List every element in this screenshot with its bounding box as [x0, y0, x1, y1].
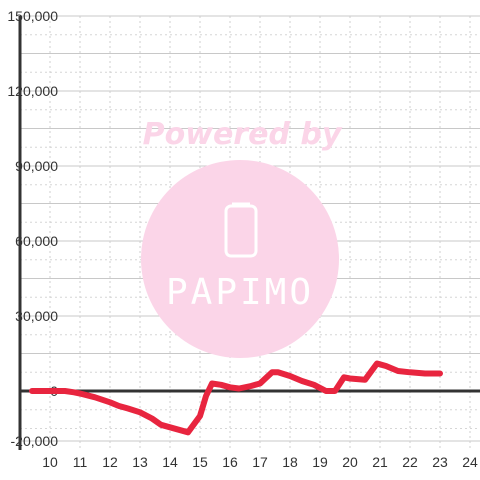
axes [18, 16, 480, 450]
y-tick-label: -20,000 [11, 433, 59, 449]
x-tick-label: 23 [432, 454, 448, 470]
papimo-watermark: Powered by PAPIMO [141, 117, 343, 358]
x-tick-labels: 10 11 12 13 14 15 16 17 18 19 20 21 22 23 24 [42, 454, 478, 470]
x-tick-label: 15 [192, 454, 208, 470]
y-tick-label: 30,000 [15, 308, 58, 324]
x-tick-label: 24 [462, 454, 478, 470]
x-tick-label: 10 [42, 454, 58, 470]
x-tick-label: 13 [132, 454, 148, 470]
y-tick-label: 90,000 [15, 158, 58, 174]
x-tick-label: 20 [342, 454, 358, 470]
watermark-circle [141, 160, 339, 358]
x-tick-label: 16 [222, 454, 238, 470]
x-tick-label: 17 [252, 454, 268, 470]
x-tick-label: 11 [73, 454, 88, 470]
x-tick-label: 14 [162, 454, 178, 470]
watermark-brand-text: PAPIMO [166, 272, 314, 313]
x-tick-label: 21 [372, 454, 388, 470]
x-tick-label: 18 [282, 454, 298, 470]
watermark-powered-by-text: Powered by [143, 117, 343, 152]
y-tick-label: 60,000 [15, 233, 58, 249]
series-line [29, 360, 443, 436]
series-layer [29, 360, 443, 436]
phone-outline-icon [224, 202, 258, 258]
x-tick-label: 19 [312, 454, 328, 470]
x-tick-label: 12 [102, 454, 118, 470]
y-tick-label: 120,000 [7, 83, 58, 99]
x-tick-label: 22 [402, 454, 418, 470]
y-tick-label: 150,000 [7, 8, 58, 24]
